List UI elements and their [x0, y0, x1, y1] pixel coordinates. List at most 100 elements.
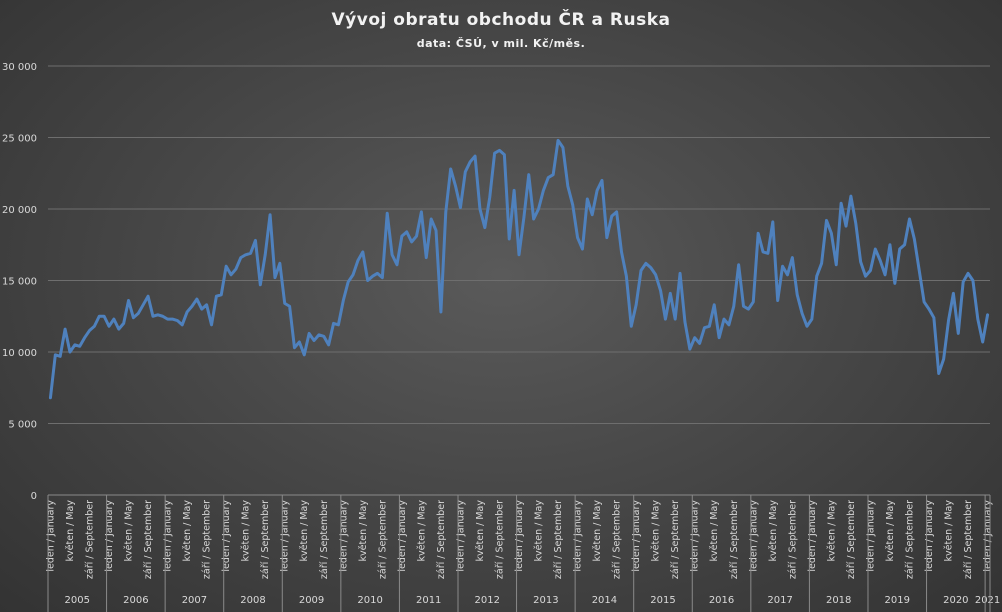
data-point [576, 236, 579, 239]
data-point [517, 253, 521, 256]
data-point [146, 295, 150, 298]
chart-title: Vývoj obratu obchodu ČR a Ruska [331, 10, 671, 30]
data-point [966, 272, 970, 275]
x-tick-label: květen / May [124, 500, 135, 562]
data-point [161, 315, 164, 318]
data-point [137, 312, 140, 315]
x-tick-label: leden / January [573, 500, 584, 572]
year-label: 2019 [885, 595, 910, 606]
data-point [864, 275, 867, 278]
data-point [571, 203, 574, 206]
x-tick-label: září / September [846, 500, 857, 579]
data-point [98, 315, 101, 318]
x-tick-label: září / September [260, 500, 271, 579]
y-tick-label: 0 [31, 491, 37, 502]
data-point [215, 295, 218, 298]
data-point [351, 273, 355, 276]
year-label: 2015 [650, 595, 675, 606]
x-tick-label: září / September [143, 500, 154, 579]
x-tick-label: září / September [963, 500, 974, 579]
data-point [205, 303, 208, 307]
data-point [303, 353, 306, 357]
data-point [93, 325, 96, 328]
data-point [229, 273, 233, 276]
data-point [234, 267, 238, 271]
data-point [791, 256, 794, 259]
x-tick-label: září / September [377, 500, 388, 579]
x-tick-label: září / September [436, 500, 447, 579]
data-point [659, 289, 662, 292]
data-point [307, 332, 311, 335]
data-point [464, 170, 467, 174]
y-tick-label: 10 000 [2, 348, 37, 359]
data-point [493, 152, 496, 155]
data-point [259, 283, 262, 286]
x-tick-label: leden / January [280, 500, 291, 572]
data-point [512, 189, 516, 192]
data-point [713, 303, 716, 307]
data-point [190, 305, 194, 308]
data-point [102, 315, 106, 318]
data-point [498, 149, 501, 152]
data-point [835, 263, 838, 266]
data-point [698, 342, 701, 345]
data-point [444, 210, 447, 214]
year-label: 2017 [767, 595, 792, 606]
data-point [688, 347, 692, 351]
data-point [727, 323, 731, 327]
x-tick-label: leden / January [397, 500, 408, 572]
data-point [717, 336, 721, 339]
data-point [390, 253, 394, 256]
data-point [88, 329, 91, 332]
y-tick-label: 5 000 [8, 420, 37, 431]
data-point [937, 372, 940, 375]
x-tick-label: květen / May [416, 500, 427, 562]
data-point [537, 207, 540, 211]
data-point [756, 232, 760, 235]
data-point [957, 332, 960, 335]
data-point [371, 275, 374, 278]
data-point [522, 216, 526, 219]
data-point [566, 184, 570, 188]
data-point [615, 210, 618, 214]
year-label: 2011 [416, 595, 441, 606]
data-point [742, 305, 745, 308]
data-point [283, 302, 286, 305]
x-tick-label: leden / January [983, 500, 994, 572]
data-point [400, 234, 404, 238]
data-point [908, 217, 911, 221]
year-label: 2021 [975, 595, 1000, 606]
data-point [630, 325, 633, 328]
data-point [488, 196, 491, 199]
x-tick-label: září / September [670, 500, 681, 579]
data-point [542, 189, 545, 192]
x-tick-label: květen / May [651, 500, 662, 562]
x-tick-label: květen / May [709, 500, 720, 562]
data-point [312, 339, 316, 342]
data-point [859, 260, 862, 264]
data-point [551, 173, 555, 176]
data-point [220, 293, 223, 296]
data-point [800, 312, 804, 315]
data-point [405, 230, 408, 234]
year-label: 2009 [299, 595, 324, 606]
data-point [683, 320, 687, 324]
data-point [386, 212, 389, 215]
x-tick-label: leden / January [924, 500, 935, 572]
data-point [766, 252, 770, 255]
data-point [224, 265, 228, 268]
data-point [327, 343, 330, 347]
data-point [986, 313, 989, 317]
data-point [59, 355, 62, 358]
data-point [395, 263, 399, 266]
data-point [68, 350, 72, 354]
data-point [483, 226, 487, 229]
data-point [722, 317, 726, 321]
data-point [151, 315, 155, 318]
year-label: 2006 [123, 595, 148, 606]
x-tick-label: leden / January [163, 500, 174, 572]
data-point [503, 153, 506, 156]
data-point [420, 210, 423, 214]
data-point [107, 325, 111, 328]
x-tick-label: leden / January [690, 500, 701, 572]
